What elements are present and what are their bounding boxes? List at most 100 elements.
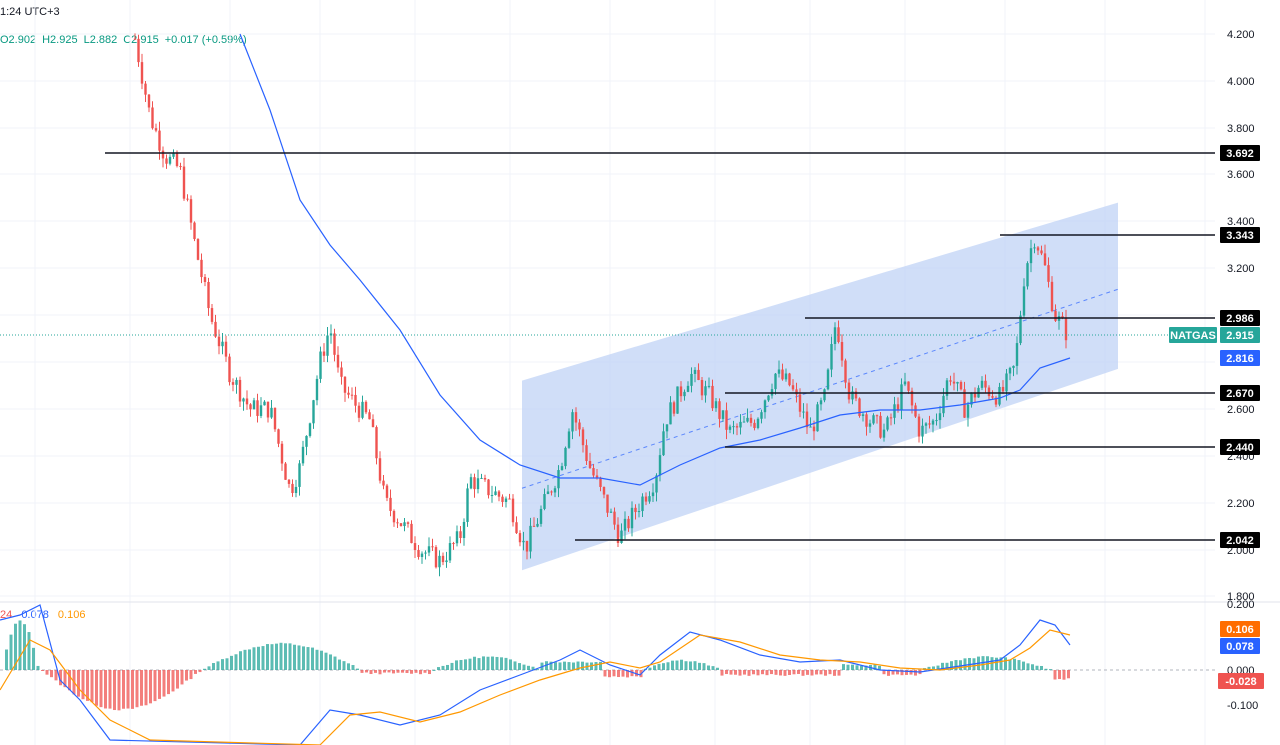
candle-body: [410, 523, 413, 544]
candle-body: [672, 402, 676, 414]
candle-body: [760, 412, 763, 419]
level-tag-text: 2.986: [1226, 313, 1254, 325]
candle-body: [364, 401, 368, 413]
macd-histogram-bar: [882, 670, 886, 675]
candle-body: [434, 547, 438, 568]
ohlc-change: +0.017 (+0.59%): [164, 34, 247, 46]
macd-histogram-bar: [392, 670, 395, 674]
macd-histogram-bar: [162, 670, 166, 697]
candle-body: [294, 486, 298, 494]
macd-histogram-bar: [549, 661, 553, 670]
macd-histogram-bar: [180, 670, 184, 685]
candle-body: [536, 523, 539, 527]
price-tick-label: 4.200: [1227, 29, 1255, 41]
candle-body: [865, 414, 868, 427]
candle-body: [1019, 315, 1022, 344]
candle-body: [403, 522, 406, 527]
macd-histogram-bar: [900, 670, 904, 676]
macd-histogram-bar: [576, 661, 580, 670]
candle-body: [704, 386, 707, 396]
macd-histogram-bar: [963, 658, 967, 670]
macd-histogram-bar: [860, 665, 863, 670]
level-tag: 3.692: [1220, 145, 1260, 161]
macd-histogram-bar: [698, 662, 701, 670]
candle-body: [144, 83, 147, 95]
level-tag-bg: [1220, 385, 1260, 401]
candle-body: [1005, 373, 1008, 392]
histogram-tag: -0.028: [1218, 673, 1264, 689]
macd-tick-label: 0.200: [1227, 599, 1255, 611]
candle-body: [161, 150, 165, 159]
macd-tag-text: 0.078: [1226, 641, 1254, 653]
candle-body: [469, 477, 473, 489]
candle-body: [928, 423, 931, 425]
candle-body: [221, 341, 224, 347]
candle-body: [637, 511, 641, 513]
candle-body: [1022, 286, 1026, 316]
candle-body: [340, 367, 343, 377]
candle-body: [231, 382, 235, 385]
level-tag: 2.042: [1220, 532, 1260, 548]
macd-histogram-bar: [378, 670, 382, 675]
candle-body: [200, 259, 203, 278]
macd-histogram-bar: [113, 670, 116, 711]
candle-body: [1026, 263, 1029, 287]
candle-body: [609, 511, 613, 513]
macd-histogram-bar: [32, 647, 35, 670]
macd-histogram-bar: [486, 656, 490, 670]
macd-histogram-bar: [459, 659, 463, 670]
level-tag-bg: [1220, 227, 1260, 243]
macd-histogram-bar: [356, 668, 359, 670]
macd-histogram-bar: [383, 670, 386, 673]
candle-body: [735, 426, 739, 428]
candle-body: [889, 417, 893, 419]
candle-body: [1033, 247, 1036, 249]
candle-body: [424, 552, 427, 554]
candle-body: [1008, 367, 1012, 374]
candle-body: [179, 166, 182, 168]
macd-histogram-bar: [950, 661, 953, 670]
candle-body: [630, 507, 634, 529]
macd-histogram-bar: [563, 661, 566, 670]
moving-average-line: [239, 33, 1071, 486]
macd-histogram-bar: [612, 670, 616, 677]
macd-histogram-bar: [833, 670, 836, 676]
candle-body: [459, 531, 462, 538]
candle-body: [721, 410, 725, 419]
macd-histogram-bar: [419, 670, 422, 675]
macd-histogram-bar: [842, 664, 845, 670]
macd-histogram-bar: [221, 659, 224, 670]
level-tag: 3.343: [1220, 227, 1260, 243]
macd-histogram-bar: [176, 670, 179, 689]
candle-body: [921, 425, 924, 437]
macd-histogram-bar: [203, 668, 206, 670]
macd-histogram-bar: [927, 666, 931, 670]
macd-histogram-bar: [387, 670, 391, 673]
macd-histogram-bar: [347, 663, 350, 670]
candle-body: [956, 382, 959, 384]
price-tick-label: 1.800: [1227, 591, 1255, 603]
last-price-tag: 2.915: [1220, 327, 1260, 343]
candle-body: [133, 38, 137, 40]
macd-histogram-bar: [243, 649, 247, 670]
candle-body: [1012, 365, 1015, 368]
candle-body: [795, 389, 798, 395]
macd-histogram-bar: [306, 647, 310, 670]
candle-body: [819, 400, 823, 405]
candle-body: [700, 379, 704, 396]
candle-body: [550, 491, 553, 493]
macd-histogram-bar: [527, 665, 530, 670]
macd-histogram-bar: [270, 644, 274, 670]
price-channel: [521, 202, 1119, 571]
macd-histogram-bar: [662, 663, 665, 670]
macd-histogram-bar: [369, 670, 373, 675]
macd-histogram-bar: [608, 670, 611, 678]
candle-body: [182, 166, 186, 199]
macd-histogram-bar: [230, 655, 233, 670]
macd-histogram-bar: [473, 656, 476, 670]
macd-histogram-bar: [891, 670, 895, 675]
macd-histogram-bar: [572, 662, 575, 670]
candle-body: [567, 431, 571, 448]
macd-histogram-bar: [131, 670, 134, 709]
